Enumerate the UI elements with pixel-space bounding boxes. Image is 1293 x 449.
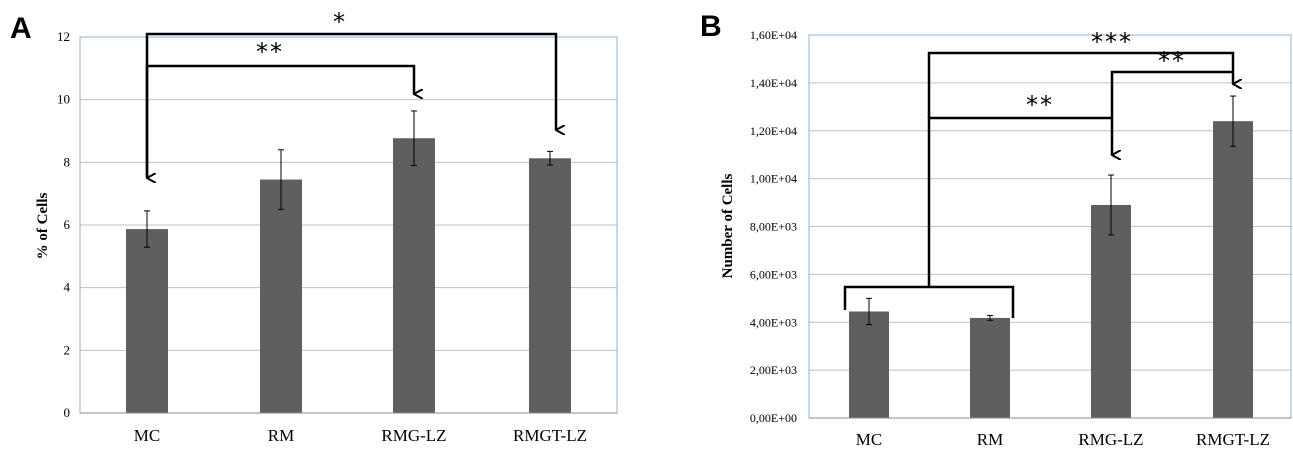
panel-a-ylabel: % of Cells <box>35 193 51 260</box>
panel-b: B Number of Cells 0,00E+00 2,00E+03 4,00E+… <box>700 10 1292 449</box>
panel-a-error-bars <box>144 110 553 248</box>
y-tick-label: 0,00E+00 <box>750 411 797 425</box>
panel-b-sig-label-3: *** <box>1091 28 1133 56</box>
panel-a-y-tick-labels: 0 2 4 6 8 10 12 <box>57 29 71 420</box>
y-tick-label: 4 <box>64 280 71 295</box>
y-tick-label: 2,00E+03 <box>750 363 797 377</box>
panel-b-letter: B <box>700 10 722 43</box>
category-label-rmgt-lz: RMGT-LZ <box>513 426 587 445</box>
panel-a: A % of Cells 0 2 4 6 8 10 12 MC RM RMG-LZ RMGT-LZ… <box>10 8 618 445</box>
y-tick-label: 1,60E+04 <box>750 28 797 42</box>
panel-a-significance-annotations: ** * <box>145 8 556 178</box>
panel-b-y-tick-labels: 0,00E+00 2,00E+03 4,00E+03 6,00E+03 8,00E+03… <box>750 28 797 425</box>
category-label-rmg-lz: RMG-LZ <box>381 426 446 445</box>
panel-b-bracket-rmg-rmgt <box>1110 70 1233 118</box>
panel-a-sig-label-2: * <box>333 8 347 36</box>
bar-rm <box>970 317 1010 418</box>
bar-rmgt-lz <box>1213 121 1253 419</box>
y-tick-label: 8,00E+03 <box>750 220 797 234</box>
y-tick-label: 6,00E+03 <box>750 267 797 281</box>
category-label-rmg-lz: RMG-LZ <box>1078 430 1143 449</box>
panel-b-bracket-group-rmgt <box>927 51 1233 118</box>
bar-rmgt-lz <box>529 158 571 413</box>
y-tick-label: 0 <box>64 405 71 420</box>
panel-b-sig-label-2: ** <box>1158 47 1186 75</box>
category-label-rm: RM <box>268 426 294 445</box>
y-tick-label: 1,00E+04 <box>750 172 797 186</box>
y-tick-label: 1,20E+04 <box>750 124 797 138</box>
panel-a-bars <box>126 138 571 413</box>
y-tick-label: 10 <box>57 92 70 107</box>
bar-mc <box>849 311 889 418</box>
y-tick-label: 4,00E+03 <box>750 315 797 329</box>
panel-a-category-labels: MC RM RMG-LZ RMGT-LZ <box>134 426 587 445</box>
bar-rm <box>260 179 302 413</box>
panel-b-error-bars <box>866 95 1236 326</box>
bar-rmg-lz <box>393 138 435 413</box>
category-label-rmgt-lz: RMGT-LZ <box>1196 430 1270 449</box>
bar-mc <box>126 229 168 413</box>
y-tick-label: 8 <box>64 154 71 169</box>
panel-a-bracket-mc-rmgt <box>145 32 556 172</box>
category-label-mc: MC <box>856 430 882 449</box>
panel-b-significance-annotations: ** ** *** <box>843 28 1233 318</box>
category-label-mc: MC <box>134 426 160 445</box>
panel-a-sig-label-1: ** <box>256 38 284 66</box>
panel-a-letter: A <box>10 12 32 45</box>
panel-b-sig-label-1: ** <box>1026 91 1054 119</box>
y-tick-label: 1,40E+04 <box>750 76 797 90</box>
y-tick-label: 12 <box>57 29 70 44</box>
panel-b-bars <box>849 121 1253 419</box>
panel-b-ylabel: Number of Cells <box>720 173 736 278</box>
panel-b-bracket-group-rmg <box>927 116 1112 287</box>
category-label-rm: RM <box>977 430 1003 449</box>
y-tick-label: 6 <box>64 217 71 232</box>
y-tick-label: 2 <box>64 342 71 357</box>
panel-b-category-labels: MC RM RMG-LZ RMGT-LZ <box>856 430 1270 449</box>
bar-rmg-lz <box>1091 204 1131 418</box>
